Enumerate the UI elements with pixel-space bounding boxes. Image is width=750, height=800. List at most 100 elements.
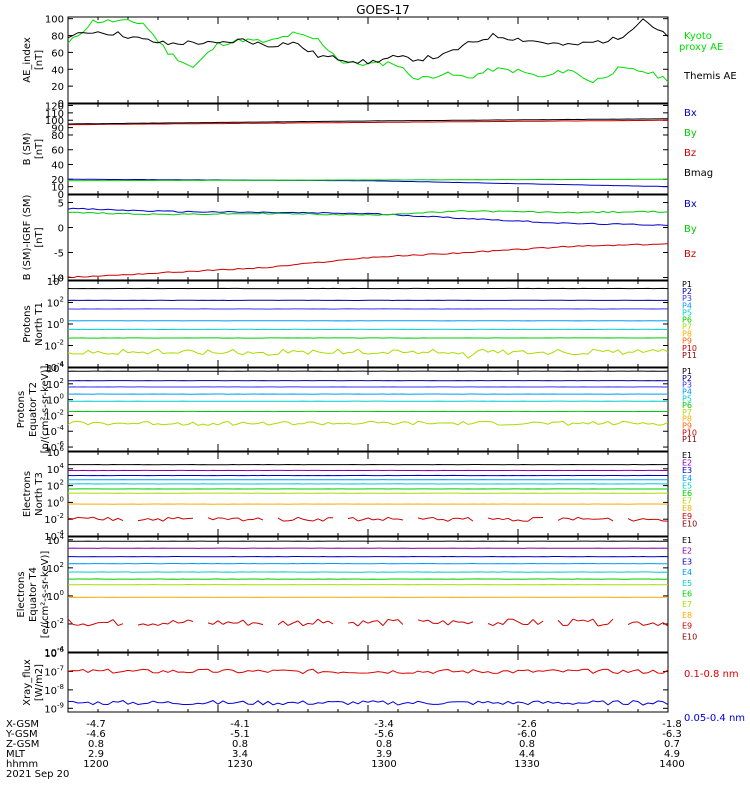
y-tick-label: 104 <box>47 533 65 547</box>
series-bx <box>68 178 668 188</box>
series-segment <box>112 619 119 626</box>
legend-p3: P3 <box>682 381 692 390</box>
footer-value: 1230 <box>227 759 252 770</box>
series-segment <box>222 621 229 625</box>
series-segment <box>252 622 259 624</box>
series-segment <box>312 618 319 625</box>
series-segment <box>77 516 84 519</box>
footer-value: 0.7 <box>664 739 680 750</box>
legend-e8: E8 <box>682 504 692 513</box>
series-segment <box>297 516 304 520</box>
series-segment <box>147 623 154 626</box>
y-tick-label: 10-9 <box>44 701 64 715</box>
series-segment <box>252 517 259 521</box>
series-segment <box>492 622 499 626</box>
series-segment <box>422 619 429 622</box>
series-segment <box>442 518 449 522</box>
footer-value: -3.4 <box>374 719 394 730</box>
y-axis-label: [nT] <box>34 139 45 159</box>
series-segment <box>302 622 309 627</box>
series-segment <box>157 622 164 626</box>
legend-proxy-ae: proxy AE <box>679 42 723 53</box>
footer-value: 0.8 <box>376 739 392 750</box>
series-segment <box>507 517 514 522</box>
legend-e2: E2 <box>682 459 692 468</box>
footer-label: X-GSM <box>6 719 39 730</box>
series-segment <box>502 517 509 521</box>
footer-value: 1200 <box>83 759 108 770</box>
ephemeris-footer: X-GSMY-GSMZ-GSMMLThhmm-4.7-4.60.82.91200… <box>5 719 685 780</box>
legend-p6: P6 <box>682 315 692 324</box>
series-segment <box>137 519 144 522</box>
series-segment <box>222 517 229 521</box>
panel-3: -10 -5 0 5 B (SM)-IGRF (SM) [nT] Bx By Bz <box>22 194 697 285</box>
series-segment <box>662 622 669 627</box>
series-segment <box>467 621 474 625</box>
series-segment <box>277 620 284 626</box>
series-segment <box>167 516 174 520</box>
series-segment <box>572 618 579 622</box>
series-segment <box>462 516 469 520</box>
series-segment <box>602 517 609 520</box>
series-segment <box>112 517 119 521</box>
series-segment <box>597 624 604 627</box>
series-segment <box>212 620 219 625</box>
series-segment <box>152 518 159 521</box>
series-segment <box>352 517 359 522</box>
legend-p8: P8 <box>682 415 692 424</box>
series-segment <box>287 519 294 522</box>
panel-frame <box>67 16 669 104</box>
legend-p2: P2 <box>682 374 692 383</box>
legend-e10: E10 <box>682 519 697 528</box>
series-segment <box>417 619 424 622</box>
series-segment <box>117 623 124 627</box>
series-segment <box>307 519 314 522</box>
legend-themis-ae: Themis AE <box>683 71 737 82</box>
series-segment <box>452 620 459 623</box>
y-tick-label: 10 <box>51 183 64 194</box>
y-tick-label: 60 <box>51 48 64 59</box>
series-segment <box>637 518 644 521</box>
series-segment <box>447 620 454 626</box>
y-tick-label: 104 <box>47 462 65 476</box>
series-segment <box>642 518 649 521</box>
series-segment <box>257 517 264 521</box>
footer-label: Z-GSM <box>6 739 39 750</box>
series-segment <box>242 519 249 522</box>
series-segment <box>312 518 319 522</box>
y-axis-label: [W/m2] <box>34 664 45 701</box>
footer-label: hhmm <box>6 759 38 770</box>
footer-value: 3.9 <box>376 749 392 760</box>
series-segment <box>212 517 219 521</box>
footer-value: 1300 <box>371 759 396 770</box>
y-tick-label: 10-8 <box>44 683 64 697</box>
legend-e3: E3 <box>682 557 692 566</box>
legend-e6: E6 <box>682 489 692 498</box>
y-axis-label: B (SM) <box>22 132 33 165</box>
legend-p6: P6 <box>682 401 692 410</box>
series-0-1-0-8-nm <box>67 668 669 675</box>
legend-p3: P3 <box>682 294 692 303</box>
legend-p5: P5 <box>682 308 692 317</box>
legend-bx: Bx <box>684 199 697 210</box>
series-segment <box>637 621 644 626</box>
series-segment <box>497 622 504 625</box>
legend-kyoto: Kyoto <box>684 31 712 42</box>
series-segment <box>347 621 354 624</box>
legend-e10: E10 <box>682 632 697 641</box>
series-segment <box>512 618 519 623</box>
legend-e3: E3 <box>682 466 692 475</box>
series-segment <box>437 620 444 624</box>
series-segment <box>142 623 149 626</box>
series-segment <box>467 517 474 522</box>
series-segment <box>627 518 634 522</box>
series-segment <box>577 619 584 622</box>
series-segment <box>282 620 289 626</box>
series-segment <box>517 621 524 625</box>
y-axis-label: Equator T2 <box>28 382 39 437</box>
legend-p1: P1 <box>682 367 692 376</box>
y-axis-label: North T1 <box>34 302 45 346</box>
series-0-05-0-4-nm <box>68 700 669 706</box>
footer-value: -6.3 <box>662 729 682 740</box>
